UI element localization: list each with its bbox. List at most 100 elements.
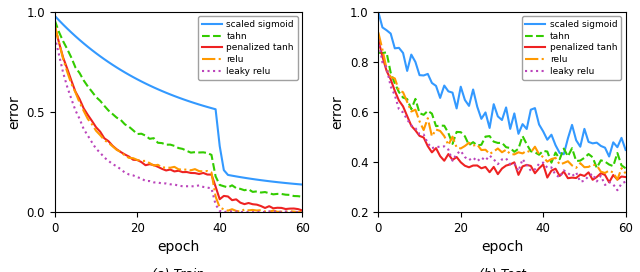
relu <box>200 170 207 173</box>
tahn <box>298 195 306 198</box>
leaky relu <box>506 163 514 166</box>
relu <box>424 116 431 120</box>
relu <box>374 31 382 34</box>
Line: leaky relu: leaky relu <box>55 37 302 212</box>
tahn <box>465 143 473 147</box>
leaky relu <box>614 188 621 192</box>
relu <box>432 128 440 131</box>
leaky relu <box>523 163 531 166</box>
relu <box>589 163 596 166</box>
relu <box>138 159 145 163</box>
relu <box>622 172 630 175</box>
Y-axis label: error: error <box>7 95 21 129</box>
Text: (a) Train: (a) Train <box>152 268 205 272</box>
tahn <box>436 124 444 127</box>
Legend: scaled sigmoid, tahn, penalized tanh, relu, leaky relu: scaled sigmoid, tahn, penalized tanh, re… <box>198 17 298 79</box>
scaled sigmoid <box>432 84 440 88</box>
tahn <box>374 51 382 54</box>
scaled sigmoid <box>200 104 207 107</box>
Y-axis label: error: error <box>330 95 344 129</box>
scaled sigmoid <box>100 58 108 61</box>
leaky relu <box>220 211 228 214</box>
relu <box>614 178 621 181</box>
penalized tanh <box>200 171 207 175</box>
penalized tanh <box>51 24 59 28</box>
scaled sigmoid <box>424 72 431 76</box>
tahn <box>100 104 108 107</box>
scaled sigmoid <box>622 148 630 152</box>
tahn <box>138 132 145 135</box>
Line: scaled sigmoid: scaled sigmoid <box>378 12 626 156</box>
leaky relu <box>51 36 59 39</box>
leaky relu <box>100 156 108 159</box>
penalized tanh <box>266 205 273 208</box>
scaled sigmoid <box>183 99 191 102</box>
Line: leaky relu: leaky relu <box>378 39 626 190</box>
Line: penalized tanh: penalized tanh <box>55 26 302 211</box>
scaled sigmoid <box>605 155 613 158</box>
scaled sigmoid <box>589 142 596 145</box>
tahn <box>527 150 534 153</box>
scaled sigmoid <box>298 183 306 186</box>
relu <box>109 145 116 148</box>
relu <box>523 149 531 152</box>
leaky relu <box>183 185 191 188</box>
scaled sigmoid <box>523 127 531 131</box>
Line: tahn: tahn <box>55 21 302 197</box>
X-axis label: epoch: epoch <box>157 240 200 254</box>
penalized tanh <box>589 178 596 181</box>
scaled sigmoid <box>266 180 273 183</box>
penalized tanh <box>374 38 382 41</box>
scaled sigmoid <box>109 63 116 66</box>
scaled sigmoid <box>138 80 145 83</box>
tahn <box>183 149 191 153</box>
tahn <box>109 112 116 116</box>
penalized tanh <box>109 144 116 147</box>
leaky relu <box>622 180 630 183</box>
relu <box>100 138 108 142</box>
scaled sigmoid <box>506 127 514 131</box>
leaky relu <box>200 185 207 188</box>
X-axis label: epoch: epoch <box>481 240 523 254</box>
penalized tanh <box>506 163 514 166</box>
relu <box>294 211 302 214</box>
leaky relu <box>109 162 116 166</box>
Text: (b) Test: (b) Test <box>479 268 525 272</box>
Legend: scaled sigmoid, tahn, penalized tanh, relu, leaky relu: scaled sigmoid, tahn, penalized tanh, re… <box>522 17 621 79</box>
penalized tanh <box>298 209 306 212</box>
penalized tanh <box>138 160 145 164</box>
tahn <box>593 166 600 169</box>
leaky relu <box>461 155 468 159</box>
Line: relu: relu <box>55 26 302 212</box>
leaky relu <box>298 211 306 214</box>
leaky relu <box>589 172 596 175</box>
tahn <box>200 151 207 154</box>
leaky relu <box>424 142 431 145</box>
penalized tanh <box>622 175 630 179</box>
tahn <box>511 150 518 153</box>
scaled sigmoid <box>374 10 382 14</box>
relu <box>183 168 191 171</box>
tahn <box>51 19 59 22</box>
Line: relu: relu <box>378 32 626 180</box>
penalized tanh <box>424 144 431 148</box>
relu <box>51 24 59 27</box>
tahn <box>383 51 390 54</box>
penalized tanh <box>461 164 468 167</box>
tahn <box>266 192 273 195</box>
Line: penalized tanh: penalized tanh <box>378 40 626 182</box>
relu <box>298 210 306 214</box>
leaky relu <box>432 145 440 149</box>
leaky relu <box>269 209 277 213</box>
penalized tanh <box>100 137 108 140</box>
penalized tanh <box>523 163 531 166</box>
scaled sigmoid <box>461 98 468 101</box>
relu <box>506 152 514 156</box>
scaled sigmoid <box>51 14 59 18</box>
tahn <box>428 112 436 115</box>
relu <box>266 210 273 214</box>
penalized tanh <box>183 170 191 174</box>
penalized tanh <box>432 147 440 150</box>
Line: tahn: tahn <box>378 52 626 168</box>
leaky relu <box>138 177 145 180</box>
